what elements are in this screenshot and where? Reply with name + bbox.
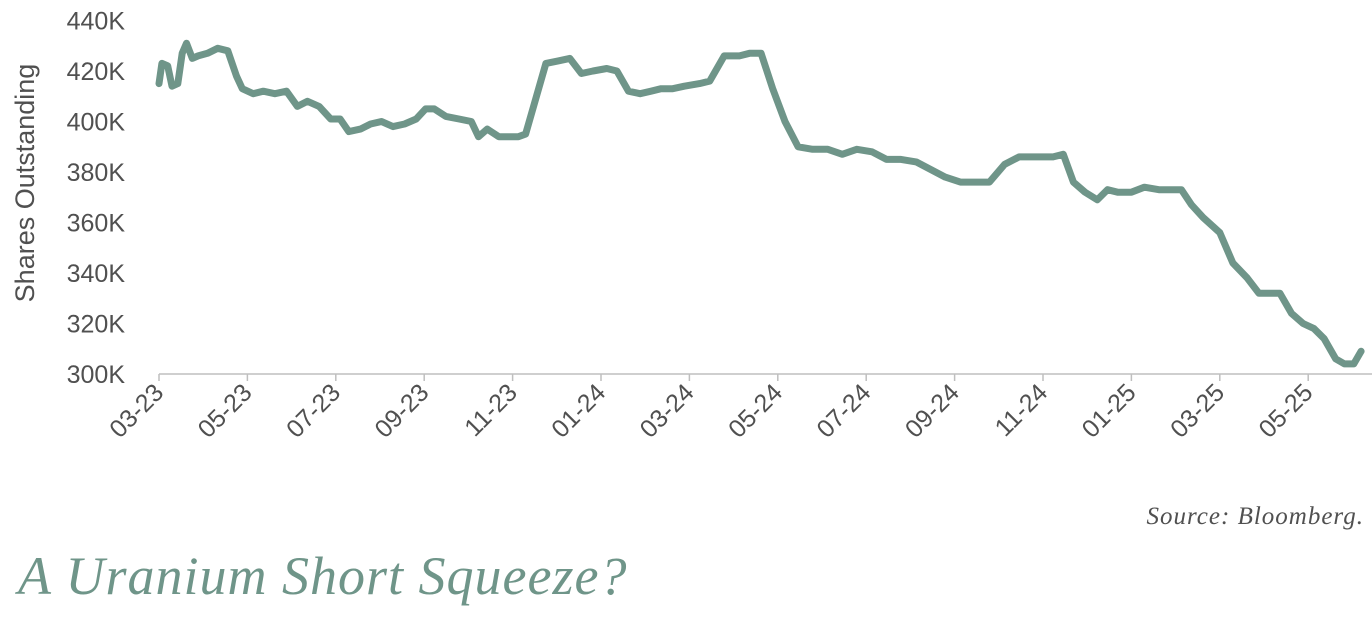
y-tick-label: 300K [67,361,126,389]
x-tick-label: 05-23 [193,378,258,443]
x-tick-label: 05-24 [723,378,788,443]
x-tick-label: 11-24 [990,378,1054,442]
y-axis-label: Shares Outstanding [10,64,40,303]
x-tick-label: 09-23 [369,378,434,443]
x-axis-ticks: 03-23 05-23 07-23 09-23 11-23 01-24 03-24 05-24… [104,374,1318,443]
x-tick-label: 01-24 [546,378,611,443]
x-tick-label: 07-24 [811,378,876,443]
x-tick-label: 03-24 [635,378,700,443]
y-axis-ticks: 300K 320K 340K 360K 380K 400K 420K 440K [67,8,126,390]
x-tick-label: 07-23 [281,378,346,443]
y-tick-label: 360K [67,210,126,238]
series-line [155,39,1365,368]
headline: A Uranium Short Squeeze? [18,546,628,606]
y-tick-label: 340K [67,260,126,288]
x-tick-label: 11-23 [459,378,523,442]
x-tick-label: 05-25 [1253,378,1318,443]
source-note: Source: Bloomberg. [1146,503,1364,530]
x-tick-label: 01-25 [1077,378,1142,443]
y-tick-label: 320K [67,311,126,339]
y-tick-label: 420K [67,58,126,86]
y-tick-label: 400K [67,109,126,137]
x-tick-label: 03-25 [1165,378,1230,443]
x-tick-label: 09-24 [900,378,965,443]
y-tick-label: 380K [67,159,126,187]
y-tick-label: 440K [67,8,126,36]
